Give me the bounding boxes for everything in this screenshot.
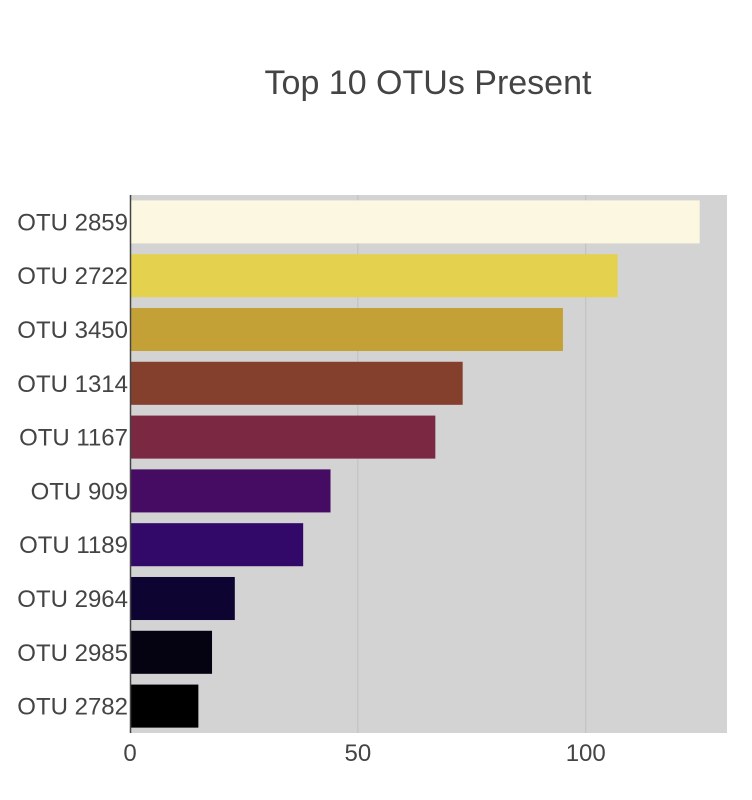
- x-tick-label: 50: [345, 740, 372, 767]
- y-tick-label: OTU 1314: [17, 371, 128, 398]
- bar-otu-2964[interactable]: [130, 576, 235, 621]
- bar-otu-3450[interactable]: [130, 307, 563, 352]
- y-tick-label: OTU 2722: [17, 263, 128, 290]
- y-tick-label: OTU 2964: [17, 586, 128, 613]
- bar-otu-2985[interactable]: [130, 630, 213, 674]
- x-axis-ticks: 0 50 100: [123, 740, 605, 767]
- y-tick-label: OTU 909: [31, 478, 128, 505]
- x-tick-label: 0: [123, 740, 136, 767]
- bar-otu-1314[interactable]: [130, 361, 463, 405]
- bar-otu-2722[interactable]: [130, 254, 618, 298]
- bars: [130, 200, 700, 728]
- y-tick-label: OTU 2782: [17, 694, 128, 721]
- bar-otu-1189[interactable]: [130, 523, 304, 567]
- y-tick-label: OTU 2859: [17, 209, 128, 236]
- bar-otu-2782[interactable]: [130, 684, 199, 728]
- x-tick-label: 100: [566, 740, 606, 767]
- y-tick-label: OTU 1167: [19, 425, 128, 452]
- y-tick-label: OTU 1189: [19, 532, 128, 559]
- bar-otu-2859[interactable]: [130, 200, 700, 244]
- y-axis-labels: OTU 2859 OTU 2722 OTU 3450 OTU 1314 OTU 1167…: [17, 209, 128, 720]
- chart-title: Top 10 OTUs Present: [265, 64, 592, 102]
- y-tick-label: OTU 2985: [17, 640, 128, 667]
- bar-otu-909[interactable]: [130, 469, 331, 513]
- y-tick-label: OTU 3450: [17, 317, 128, 344]
- bar-otu-1167[interactable]: [130, 415, 436, 459]
